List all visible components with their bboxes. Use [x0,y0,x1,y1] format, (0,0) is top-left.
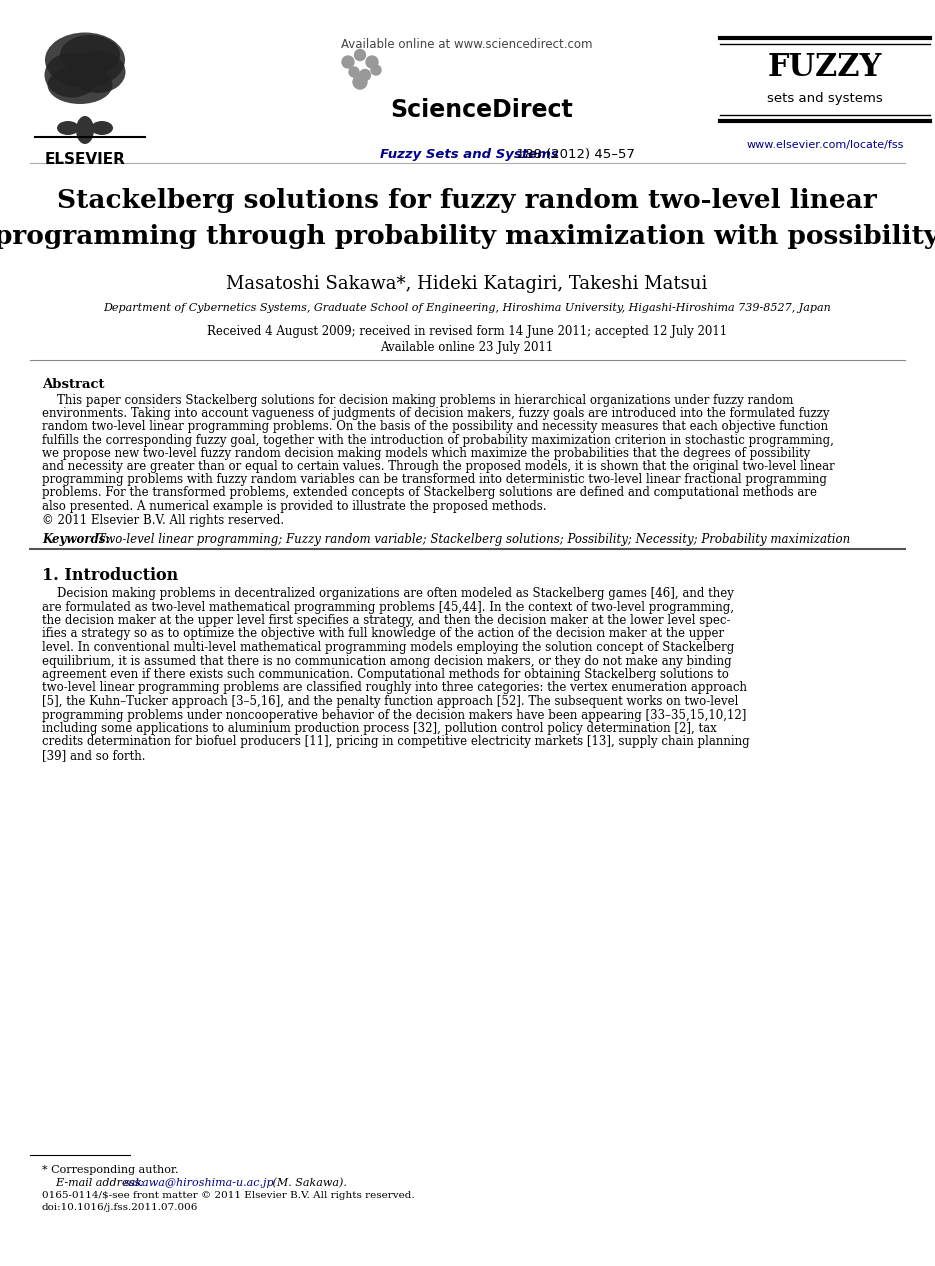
Text: equilibrium, it is assumed that there is no communication among decision makers,: equilibrium, it is assumed that there is… [42,655,731,667]
Text: Two-level linear programming; Fuzzy random variable; Stackelberg solutions; Poss: Two-level linear programming; Fuzzy rand… [94,533,850,546]
Text: (M. Sakawa).: (M. Sakawa). [269,1177,347,1189]
Text: are formulated as two-level mathematical programming problems [45,44]. In the co: are formulated as two-level mathematical… [42,600,734,614]
Text: programming problems with fuzzy random variables can be transformed into determi: programming problems with fuzzy random v… [42,473,827,486]
Text: sakawa@hiroshima-u.ac.jp: sakawa@hiroshima-u.ac.jp [124,1177,275,1188]
Text: Received 4 August 2009; received in revised form 14 June 2011; accepted 12 July : Received 4 August 2009; received in revi… [207,325,727,338]
Ellipse shape [48,66,112,104]
Text: Decision making problems in decentralized organizations are often modeled as Sta: Decision making problems in decentralize… [42,587,734,600]
Text: 0165-0114/$-see front matter © 2011 Elsevier B.V. All rights reserved.: 0165-0114/$-see front matter © 2011 Else… [42,1191,414,1200]
Text: fulfills the corresponding fuzzy goal, together with the introduction of probabi: fulfills the corresponding fuzzy goal, t… [42,433,834,447]
Text: ScienceDirect: ScienceDirect [390,97,573,122]
Text: agreement even if there exists such communication. Computational methods for obt: agreement even if there exists such comm… [42,668,729,681]
Text: programming through probability maximization with possibility: programming through probability maximiza… [0,224,935,249]
Text: problems. For the transformed problems, extended concepts of Stackelberg solutio: problems. For the transformed problems, … [42,486,817,499]
Text: also presented. A numerical example is provided to illustrate the proposed metho: also presented. A numerical example is p… [42,500,546,513]
Text: Abstract: Abstract [42,379,105,391]
Text: doi:10.1016/j.fss.2011.07.006: doi:10.1016/j.fss.2011.07.006 [42,1203,198,1212]
Text: Keywords:: Keywords: [42,533,110,546]
Ellipse shape [45,33,125,87]
Ellipse shape [91,122,113,135]
Text: ELSEVIER: ELSEVIER [45,152,125,167]
Text: two-level linear programming problems are classified roughly into three categori: two-level linear programming problems ar… [42,681,747,695]
Text: credits determination for biofuel producers [11], pricing in competitive electri: credits determination for biofuel produc… [42,736,750,748]
Text: ifies a strategy so as to optimize the objective with full knowledge of the acti: ifies a strategy so as to optimize the o… [42,628,724,641]
Text: programming problems under noncooperative behavior of the decision makers have b: programming problems under noncooperativ… [42,709,746,722]
Circle shape [342,56,354,68]
Text: and necessity are greater than or equal to certain values. Through the proposed : and necessity are greater than or equal … [42,460,835,473]
Text: www.elsevier.com/locate/fss: www.elsevier.com/locate/fss [746,141,904,149]
Text: © 2011 Elsevier B.V. All rights reserved.: © 2011 Elsevier B.V. All rights reserved… [42,514,284,527]
Text: including some applications to aluminium production process [32], pollution cont: including some applications to aluminium… [42,722,717,736]
Ellipse shape [76,116,94,144]
Ellipse shape [45,52,99,97]
Text: environments. Taking into account vagueness of judgments of decision makers, fuz: environments. Taking into account vaguen… [42,408,829,420]
Circle shape [349,67,359,77]
Text: random two-level linear programming problems. On the basis of the possibility an: random two-level linear programming prob… [42,420,828,433]
Ellipse shape [60,35,120,75]
Text: Available online at www.sciencedirect.com: Available online at www.sciencedirect.co… [341,38,593,51]
Text: [5], the Kuhn–Tucker approach [3–5,16], and the penalty function approach [52]. : [5], the Kuhn–Tucker approach [3–5,16], … [42,695,739,708]
Text: sets and systems: sets and systems [767,92,883,105]
Text: 1. Introduction: 1. Introduction [42,567,179,584]
Circle shape [353,75,367,89]
Circle shape [354,49,366,61]
Ellipse shape [70,51,125,92]
Circle shape [359,70,370,81]
Circle shape [366,56,378,68]
Text: the decision maker at the upper level first specifies a strategy, and then the d: the decision maker at the upper level fi… [42,614,730,627]
Text: Available online 23 July 2011: Available online 23 July 2011 [381,341,554,354]
Text: E-mail address:: E-mail address: [42,1177,148,1188]
Text: Stackelberg solutions for fuzzy random two-level linear: Stackelberg solutions for fuzzy random t… [57,187,877,213]
Text: we propose new two-level fuzzy random decision making models which maximize the : we propose new two-level fuzzy random de… [42,447,811,460]
Text: Masatoshi Sakawa*, Hideki Katagiri, Takeshi Matsui: Masatoshi Sakawa*, Hideki Katagiri, Take… [226,275,708,292]
Ellipse shape [57,122,79,135]
Text: 188 (2012) 45–57: 188 (2012) 45–57 [508,148,635,161]
Text: Fuzzy Sets and Systems: Fuzzy Sets and Systems [380,148,559,161]
Text: level. In conventional multi-level mathematical programming models employing the: level. In conventional multi-level mathe… [42,641,734,655]
Text: [39] and so forth.: [39] and so forth. [42,749,146,762]
Text: FUZZY: FUZZY [768,52,883,84]
Circle shape [371,65,381,75]
Text: Department of Cybernetics Systems, Graduate School of Engineering, Hiroshima Uni: Department of Cybernetics Systems, Gradu… [103,303,831,313]
Text: This paper considers Stackelberg solutions for decision making problems in hiera: This paper considers Stackelberg solutio… [42,394,794,406]
Text: * Corresponding author.: * Corresponding author. [42,1165,179,1175]
